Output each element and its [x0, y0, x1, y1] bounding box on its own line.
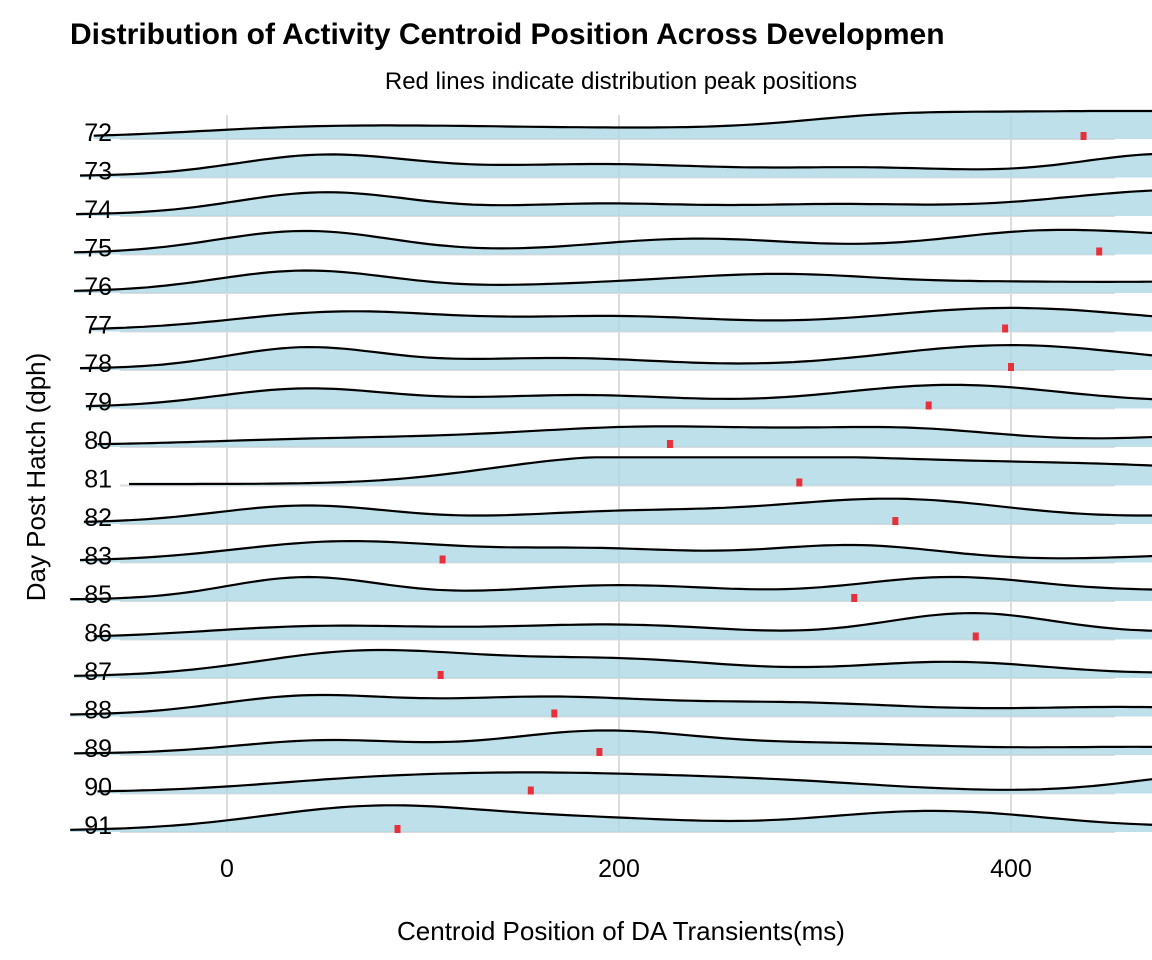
ridge-fill-77: [89, 307, 1152, 332]
x-tick-label: 400: [990, 855, 1032, 883]
y-tick-label: 89: [84, 735, 112, 763]
y-tick-label: 73: [84, 158, 112, 186]
peak-marker-78: [1008, 363, 1014, 371]
ridge-line-82: [83, 497, 1152, 523]
ridge-line-90: [97, 771, 1152, 793]
peak-marker-88: [551, 709, 558, 718]
y-tick-label: 88: [84, 697, 112, 725]
ridge-fill-81: [129, 457, 1152, 486]
ridge-line-81: [129, 456, 1152, 486]
ridge-line-83: [79, 540, 1152, 562]
y-tick-label: 76: [84, 273, 112, 301]
peak-marker-81: [796, 478, 803, 487]
peak-marker-90: [527, 786, 534, 795]
ridge-fill-87: [74, 650, 1152, 678]
ridge-fill-80: [97, 426, 1152, 447]
ridge-line-78: [79, 343, 1152, 370]
y-tick-label: 90: [84, 774, 112, 802]
peak-marker-75: [1096, 247, 1103, 256]
y-tick-label: 85: [84, 581, 112, 609]
ridge-line-80: [97, 425, 1152, 446]
y-tick-label: 75: [84, 235, 112, 263]
y-tick-label: 81: [84, 466, 112, 494]
y-tick-label: 80: [84, 427, 112, 455]
ridge-line-77: [89, 306, 1152, 330]
y-tick-label: 82: [84, 504, 112, 532]
ridge-fill-88: [70, 695, 1152, 717]
ridge-fill-75: [74, 229, 1152, 255]
y-tick-label: 77: [84, 312, 112, 340]
peak-marker-80: [666, 440, 673, 448]
ridges: [70, 109, 1152, 833]
peak-marker-85: [851, 594, 858, 602]
ridge-line-86: [93, 611, 1152, 638]
ridge-fill-89: [74, 730, 1152, 755]
ridge-fill-86: [93, 613, 1152, 640]
ridge-line-87: [74, 648, 1152, 677]
y-tick-label: 91: [84, 812, 112, 840]
y-tick-label: 86: [84, 620, 112, 648]
y-tick-label: 79: [84, 389, 112, 417]
ridge-fill-78: [80, 345, 1152, 370]
peak-marker-89: [596, 748, 603, 756]
chart-title: Distribution of Activity Centroid Positi…: [70, 18, 945, 51]
y-axis-title: Day Post Hatch (dph): [21, 353, 51, 602]
chart-subtitle: Red lines indicate distribution peak pos…: [384, 68, 858, 95]
peak-marker-82: [892, 517, 899, 525]
ridge-line-75: [74, 228, 1152, 254]
x-tick-label: 0: [220, 855, 234, 883]
y-tick-label: 87: [84, 658, 112, 686]
ridge-line-74: [76, 189, 1152, 216]
ridge-line-89: [74, 729, 1152, 755]
y-tick-label: 83: [84, 543, 112, 571]
y-tick-label: 72: [84, 119, 112, 147]
ridge-line-76: [74, 269, 1152, 292]
ridge-line-72: [93, 109, 1152, 137]
ridge-fill-72: [93, 111, 1152, 139]
peak-marker-87: [437, 671, 444, 679]
ridge-line-88: [70, 693, 1152, 716]
ridge-fill-73: [80, 154, 1152, 178]
peak-marker-91: [394, 825, 401, 833]
y-tick-label: 78: [84, 350, 112, 378]
ridge-fill-74: [76, 190, 1152, 216]
y-tick-label: 74: [84, 196, 112, 224]
x-axis-title: Centroid Position of DA Transients(ms): [397, 916, 845, 946]
peak-marker-83: [439, 555, 446, 564]
peak-marker-72: [1080, 132, 1087, 140]
peak-marker-86: [972, 632, 979, 641]
y-tick-labels: 72 73 74 75 76 77 78 79 80 81 82 83 85 86 87 88 89 90 91: [84, 119, 112, 840]
peak-marker-79: [925, 401, 932, 410]
peak-marker-77: [1002, 324, 1009, 333]
x-tick-label: 200: [598, 855, 640, 883]
ridge-fill-91: [70, 805, 1152, 832]
ridge-line-79: [85, 383, 1152, 408]
ridge-line-91: [70, 804, 1152, 831]
ridge-line-85: [70, 575, 1152, 601]
ridge-line-73: [79, 153, 1152, 177]
x-tick-labels: 0200400600800: [220, 855, 1032, 883]
ridge-fill-83: [80, 541, 1152, 563]
ridge-fill-85: [70, 577, 1152, 601]
